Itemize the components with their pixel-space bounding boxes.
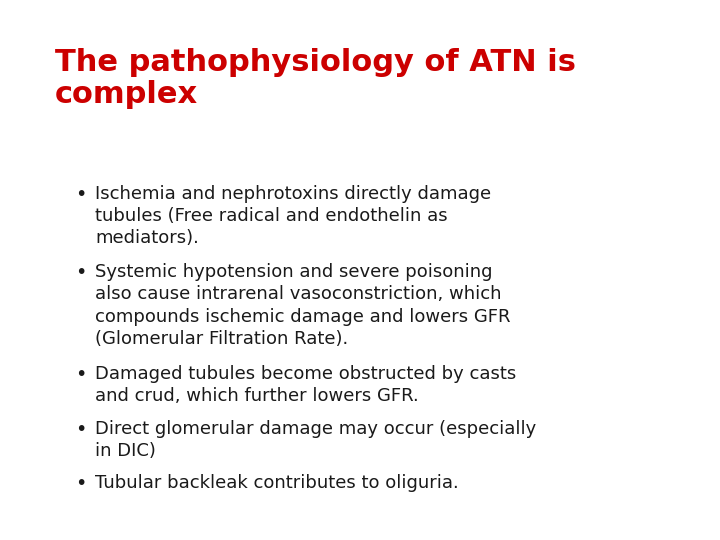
Text: •: • [75,263,86,282]
Text: •: • [75,420,86,438]
Text: Tubular backleak contributes to oliguria.: Tubular backleak contributes to oliguria… [95,475,459,492]
Text: •: • [75,475,86,494]
Text: •: • [75,185,86,204]
Text: Systemic hypotension and severe poisoning
also cause intrarenal vasoconstriction: Systemic hypotension and severe poisonin… [95,263,510,348]
Text: Direct glomerular damage may occur (especially
in DIC): Direct glomerular damage may occur (espe… [95,420,536,460]
Text: Damaged tubules become obstructed by casts
and crud, which further lowers GFR.: Damaged tubules become obstructed by cas… [95,365,516,405]
Text: Ischemia and nephrotoxins directly damage
tubules (Free radical and endothelin a: Ischemia and nephrotoxins directly damag… [95,185,491,247]
Text: The pathophysiology of ATN is
complex: The pathophysiology of ATN is complex [55,48,576,110]
Text: •: • [75,365,86,384]
